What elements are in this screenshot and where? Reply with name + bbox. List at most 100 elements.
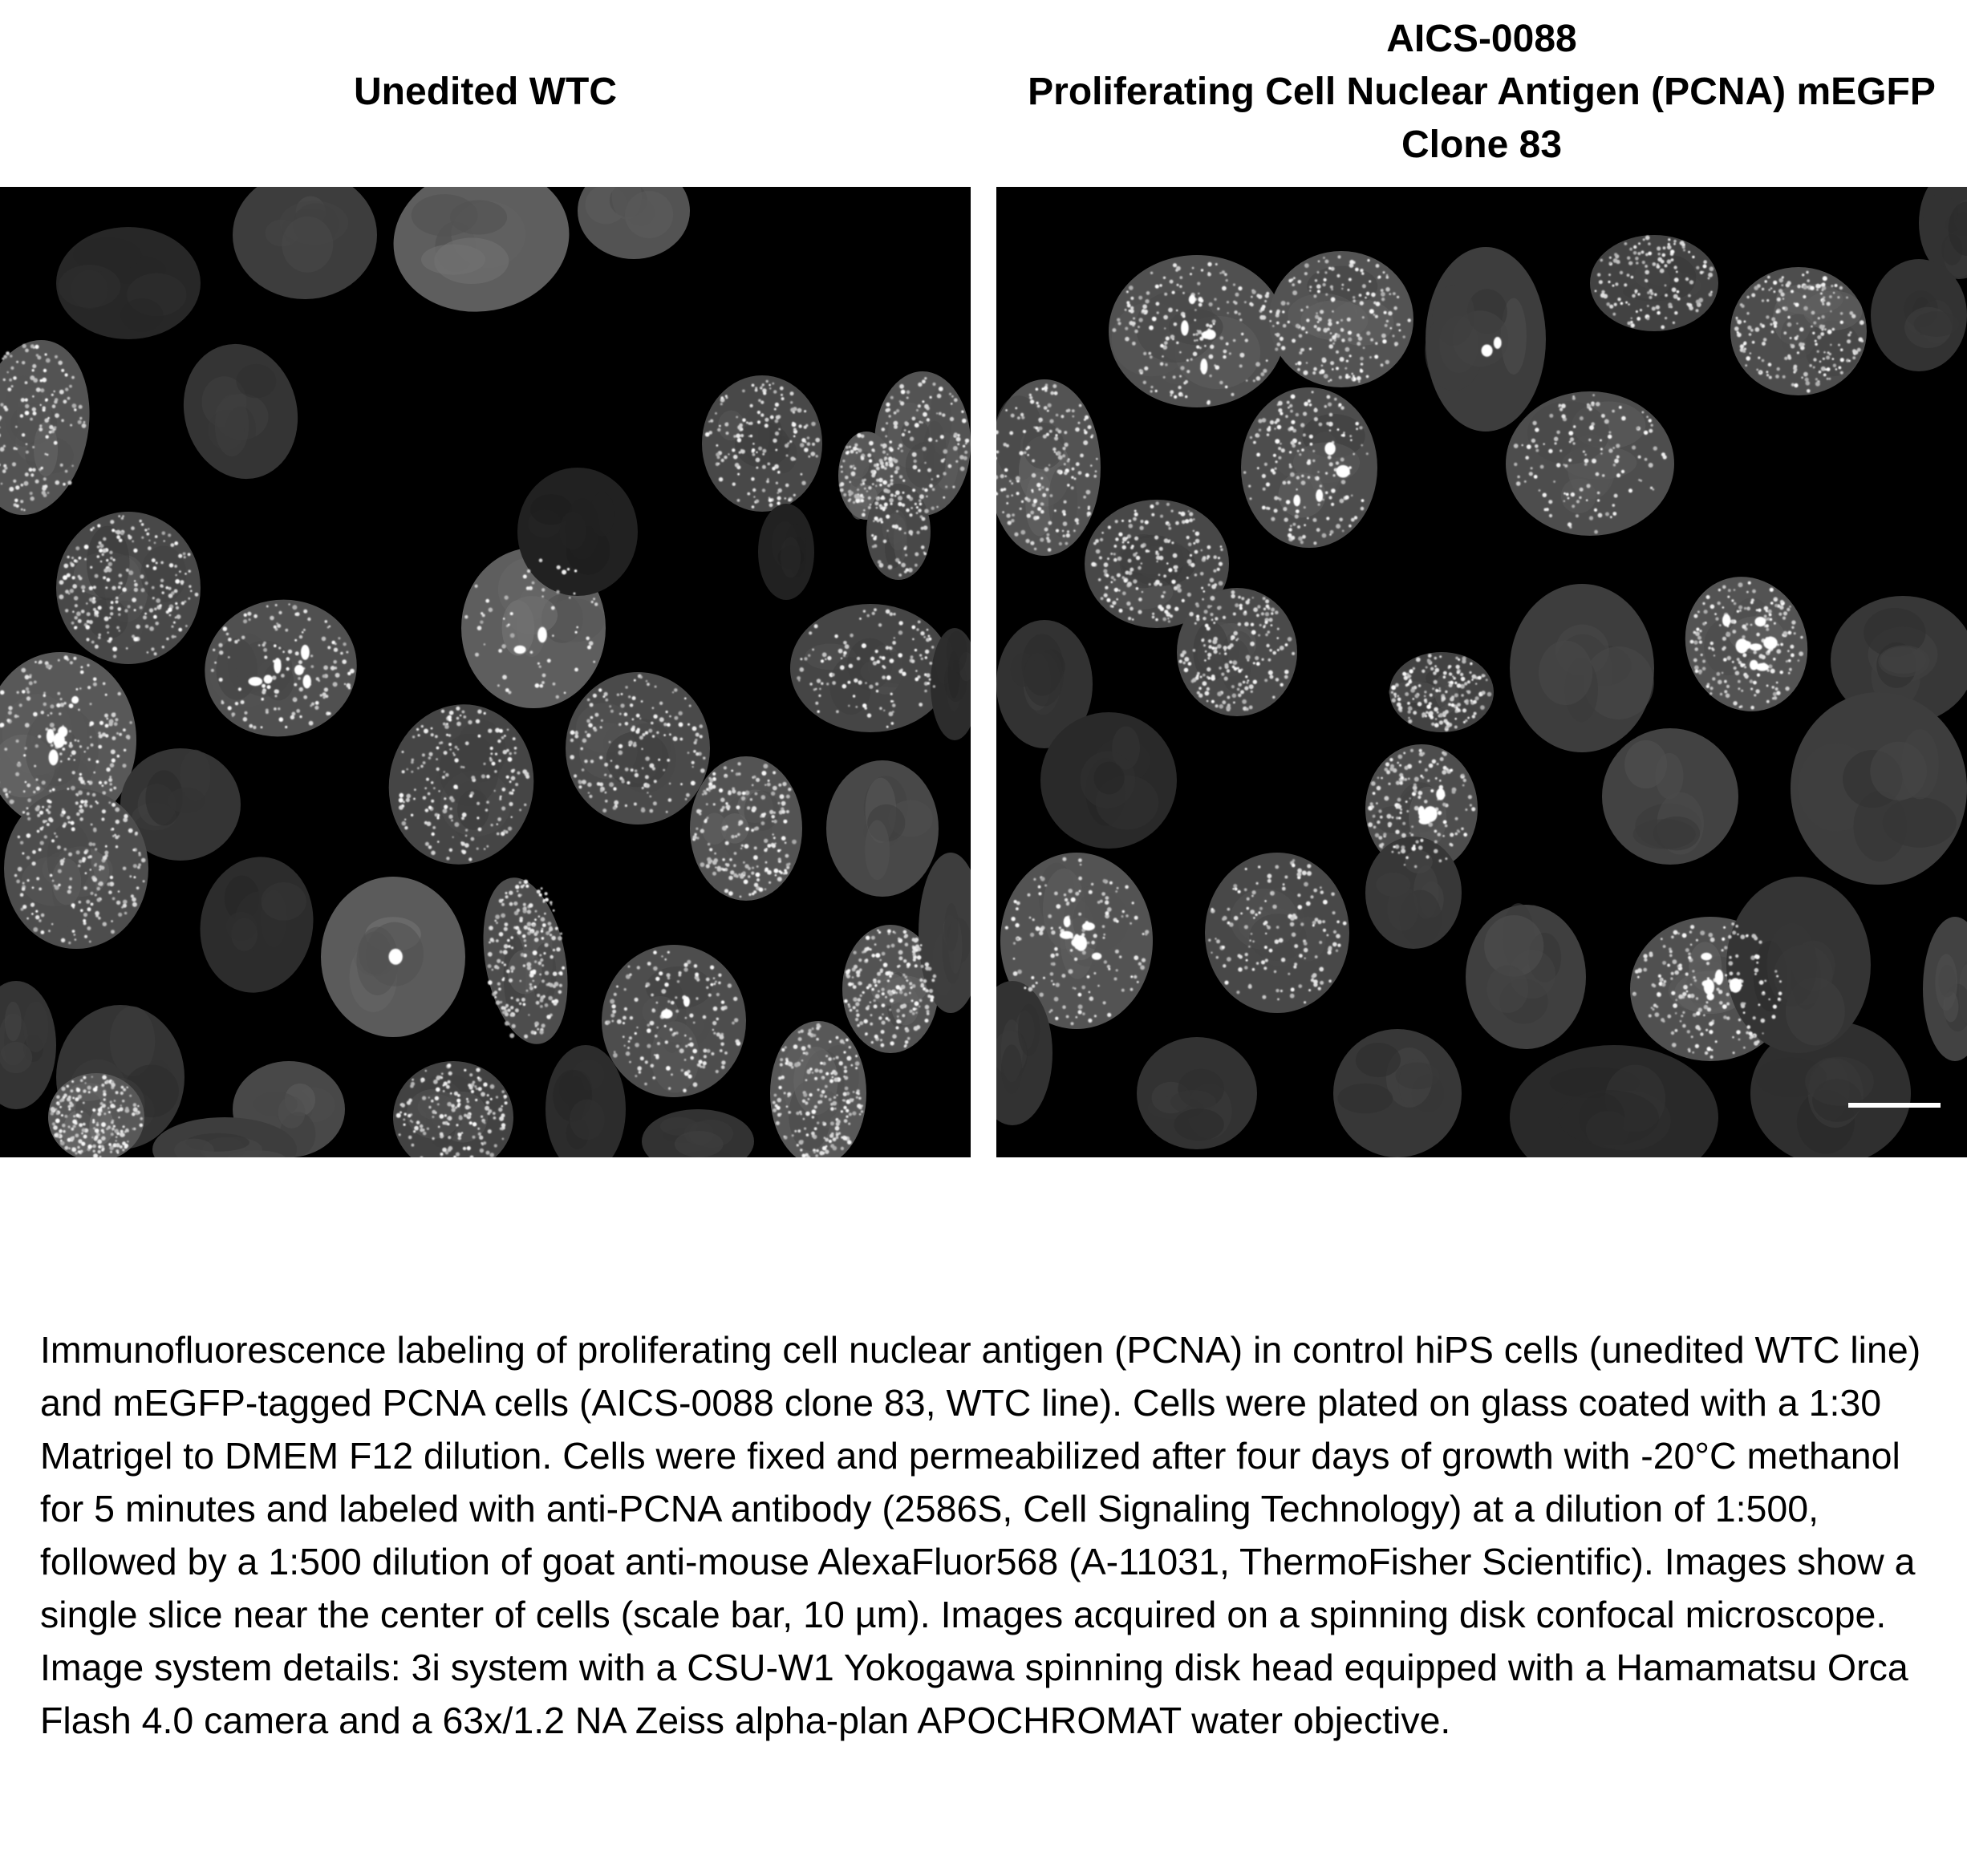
pcna-speckle	[659, 701, 663, 705]
pcna-speckle	[1373, 301, 1377, 305]
pcna-speckle	[1341, 287, 1344, 290]
pcna-speckle	[115, 718, 119, 722]
pcna-speckle	[874, 994, 880, 999]
pcna-speckle	[769, 503, 773, 508]
pcna-speckle	[45, 435, 49, 439]
pcna-speckle	[1823, 373, 1827, 377]
pcna-speckle	[825, 1055, 829, 1058]
pcna-speckle	[1055, 434, 1058, 437]
pcna-speckle	[118, 581, 121, 585]
pcna-speckle	[756, 466, 759, 469]
pcna-speckle	[152, 566, 157, 570]
pcna-speckle	[777, 488, 782, 493]
pcna-speckle	[631, 696, 636, 700]
pcna-speckle	[1138, 295, 1143, 300]
pcna-speckle	[1357, 375, 1361, 381]
pcna-speckle	[906, 962, 911, 967]
pcna-speckle	[712, 1020, 717, 1026]
pcna-speckle	[501, 1090, 505, 1093]
pcna-speckle	[873, 520, 875, 522]
pcna-speckle	[487, 964, 492, 969]
pcna-speckle	[753, 846, 757, 850]
pcna-speckle	[1636, 317, 1641, 321]
pcna-speckle	[1261, 505, 1266, 510]
pcna-speckle	[457, 1094, 460, 1097]
pcna-speckle	[118, 538, 123, 543]
pcna-speckle	[466, 1146, 471, 1151]
pcna-speckle	[43, 484, 48, 488]
pcna-speckle	[848, 704, 850, 707]
pcna-speckle	[719, 1049, 723, 1052]
pcna-speckle	[1126, 303, 1131, 308]
pcna-speckle	[528, 903, 533, 908]
pcna-speckle	[900, 389, 906, 395]
pcna-speckle	[404, 1112, 407, 1116]
pcna-speckle	[441, 776, 445, 780]
pcna-speckle	[1288, 528, 1292, 532]
pcna-speckle	[90, 891, 94, 895]
pcna-speckle	[755, 387, 758, 390]
pcna-speckle	[92, 1144, 96, 1149]
pcna-speckle	[227, 706, 232, 711]
pcna-speckle	[1314, 476, 1317, 479]
pcna-speckle	[286, 667, 290, 671]
pcna-speckle	[590, 600, 594, 604]
pcna-speckle	[1276, 424, 1282, 430]
pcna-speckle	[160, 578, 164, 582]
pcna-speckle	[491, 761, 496, 766]
pcna-speckle	[95, 800, 98, 803]
pcna-speckle	[496, 832, 500, 836]
pcna-speckle	[667, 976, 671, 980]
pcna-speckle	[1286, 400, 1290, 404]
pcna-speckle	[536, 889, 541, 894]
pcna-speckle	[1219, 380, 1223, 385]
pcna-speckle	[773, 390, 777, 394]
pcna-speckle	[253, 725, 257, 730]
pcna-speckle	[101, 817, 105, 821]
pcna-speckle	[1357, 342, 1361, 346]
pcna-speckle	[1624, 242, 1628, 245]
pcna-speckle	[509, 752, 512, 756]
pcna-speckle	[898, 496, 902, 501]
pcna-speckle	[1298, 536, 1303, 541]
pcna-speckle	[282, 650, 285, 653]
pcna-speckle	[477, 734, 481, 738]
pcna-speckle	[805, 1079, 808, 1081]
pcna-speckle	[481, 1092, 485, 1097]
pcna-speckle	[43, 493, 47, 497]
pcna-speckle	[481, 612, 484, 615]
pcna-speckle	[895, 985, 901, 990]
pcna-speckle	[683, 967, 688, 972]
pcna-speckle	[773, 438, 777, 443]
pcna-speckle	[296, 709, 301, 713]
pcna-speckle	[696, 837, 700, 840]
pcna-speckle	[588, 641, 594, 646]
pcna-speckle	[1296, 476, 1300, 480]
pcna-speckle	[709, 848, 713, 852]
pcna-speckle	[1530, 467, 1533, 470]
pcna-speckle	[613, 992, 617, 996]
pcna-speckle	[1600, 414, 1605, 418]
pcna-speckle	[783, 1135, 785, 1138]
pcna-speckle	[712, 803, 716, 806]
pcna-speckle	[476, 847, 479, 850]
pcna-speckle	[730, 870, 735, 875]
pcna-focus	[1336, 464, 1350, 478]
pcna-speckle	[674, 688, 678, 692]
pcna-speckle	[531, 581, 535, 585]
pcna-speckle	[789, 440, 793, 444]
pcna-speckle	[1331, 502, 1335, 506]
pcna-speckle	[31, 861, 36, 866]
pcna-speckle	[78, 790, 83, 796]
pcna-speckle	[122, 764, 127, 768]
pcna-speckle	[1288, 533, 1292, 538]
pcna-speckle	[52, 727, 56, 731]
pcna-speckle	[915, 506, 919, 509]
pcna-speckle	[1291, 278, 1294, 282]
pcna-speckle	[1149, 325, 1154, 330]
pcna-speckle	[86, 602, 88, 605]
pcna-speckle	[1636, 261, 1639, 265]
pcna-speckle	[477, 1132, 481, 1136]
pcna-speckle	[513, 752, 517, 755]
pcna-speckle	[764, 838, 769, 843]
